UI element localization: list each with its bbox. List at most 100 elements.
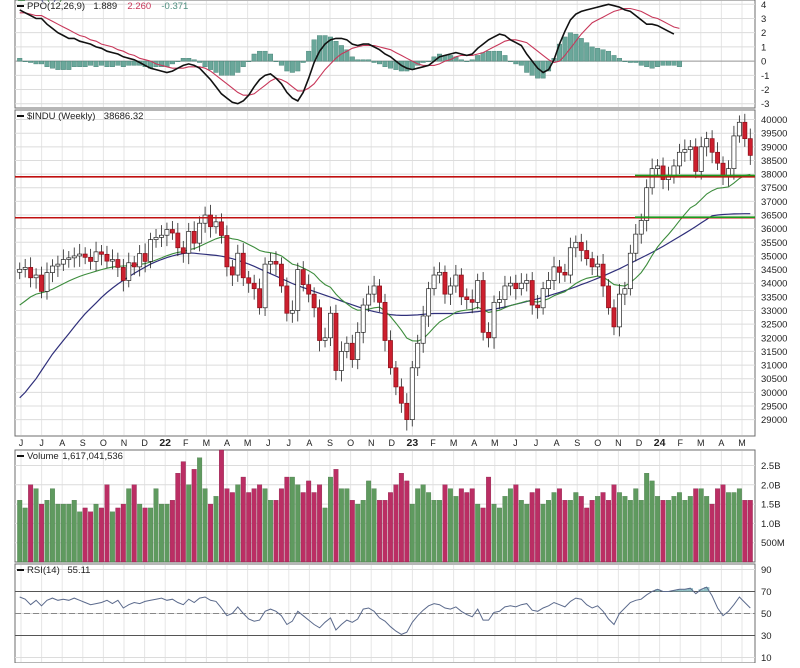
candle-up [698, 146, 704, 172]
volume-bar-down [224, 488, 230, 563]
ppo-histogram-bar [562, 36, 568, 62]
volume-bar-up [366, 480, 372, 563]
ppo-histogram-bar [606, 50, 612, 62]
candle-down [104, 253, 110, 262]
rsi-overbought-fill [698, 589, 704, 592]
rsi-y-tick-label: 10 [761, 653, 772, 663]
ppo-legend-value: -0.371 [161, 1, 188, 12]
candle-up [126, 262, 132, 281]
candle-up [93, 251, 99, 262]
ppo-histogram-bar [33, 60, 39, 65]
volume-bar-down [606, 500, 611, 563]
candle-up [415, 342, 421, 369]
ppo-histogram-bar [71, 60, 77, 67]
volume-bar-up [33, 488, 39, 563]
ppo-histogram-bar [666, 60, 671, 66]
volume-bar-down [486, 476, 492, 563]
x-tick-label: O [100, 438, 107, 448]
ppo-histogram-bar [464, 60, 470, 62]
x-tick-label: 23 [407, 437, 419, 449]
candle-down [611, 307, 617, 328]
candle-down [393, 367, 399, 388]
candle-up [328, 312, 333, 339]
candle-down [480, 280, 486, 333]
volume-bar-up [197, 457, 203, 563]
ppo-histogram-bar [611, 55, 617, 62]
candle-down [469, 299, 475, 303]
ppo-histogram-bar [676, 60, 682, 67]
volume-bar-up [153, 488, 159, 563]
rsi-legend-value: 55.11 [67, 565, 90, 576]
candle-up [77, 253, 83, 257]
volume-bar-up [355, 503, 361, 563]
ppo-histogram-bar [458, 59, 464, 62]
candle-up [360, 304, 366, 333]
ppo-histogram-bar [633, 60, 639, 63]
candle-up [202, 214, 208, 224]
volume-bar-up [109, 511, 115, 563]
volume-bar-down [300, 492, 306, 563]
volume-bar-up [426, 492, 432, 563]
volume-bar-up [66, 503, 72, 563]
volume-legend-value: 1,617,041,536 [62, 451, 123, 462]
volume-bar-up [595, 496, 601, 563]
ppo-histogram-bar [589, 46, 595, 62]
candle-down [229, 266, 235, 276]
ppo-histogram-bar [382, 60, 388, 67]
candle-up [295, 269, 301, 311]
x-tick-label: D [141, 438, 148, 448]
ppo-histogram-bar [251, 53, 257, 62]
volume-bar-down [191, 469, 197, 563]
ppo-histogram-bar [186, 58, 192, 62]
candle-up [567, 247, 573, 276]
ppo-histogram-bar [524, 60, 530, 73]
volume-bar-down [306, 480, 312, 563]
volume-bar-down [529, 492, 535, 563]
candle-down [464, 296, 470, 300]
candle-down [300, 269, 306, 285]
x-tick-label: O [594, 438, 601, 448]
volume-bar-down [404, 480, 410, 563]
ppo-histogram-bar [616, 58, 622, 62]
volume-bar-down [480, 507, 486, 563]
volume-bar-down [257, 484, 263, 563]
price-y-tick-label: 37500 [761, 183, 787, 194]
candle-down [535, 304, 541, 309]
ppo-histogram-bar [578, 38, 584, 62]
x-tick-label: J [534, 438, 539, 448]
candle-up [71, 255, 77, 259]
candle-up [213, 221, 219, 228]
volume-bar-up [518, 500, 524, 563]
ppo-histogram-bar [93, 60, 99, 67]
x-tick-label: M [738, 438, 746, 448]
volume-bar-down [349, 500, 355, 563]
x-tick-label: S [80, 438, 86, 448]
candle-down [257, 288, 263, 309]
x-tick-label: S [327, 438, 333, 448]
candle-up [622, 288, 628, 295]
ppo-histogram-bar [573, 33, 579, 62]
price-y-tick-label: 33000 [761, 306, 787, 317]
candle-down [219, 221, 224, 236]
price-y-tick-label: 35000 [761, 251, 787, 262]
volume-bar-up [186, 484, 192, 563]
volume-bar-down [578, 496, 584, 563]
volume-bar-up [736, 488, 742, 563]
candle-down [311, 293, 317, 309]
ppo-histogram-bar [169, 60, 175, 65]
ppo-histogram-bar [513, 60, 519, 65]
candle-down [742, 121, 748, 139]
volume-bar-up [431, 500, 437, 563]
volume-bar-up [551, 492, 557, 563]
volume-bar-down [311, 492, 317, 563]
ppo-histogram-bar [246, 60, 252, 62]
volume-bar-up [616, 492, 622, 563]
volume-bar-up [502, 496, 508, 563]
candle-up [366, 293, 372, 306]
volume-bar-down [535, 488, 541, 563]
volume-bar-down [747, 500, 753, 563]
rsi-y-tick-label: 70 [761, 587, 772, 598]
ppo-histogram-bar [584, 42, 590, 62]
rsi-overbought-fill [654, 589, 661, 592]
candle-up [197, 222, 203, 244]
